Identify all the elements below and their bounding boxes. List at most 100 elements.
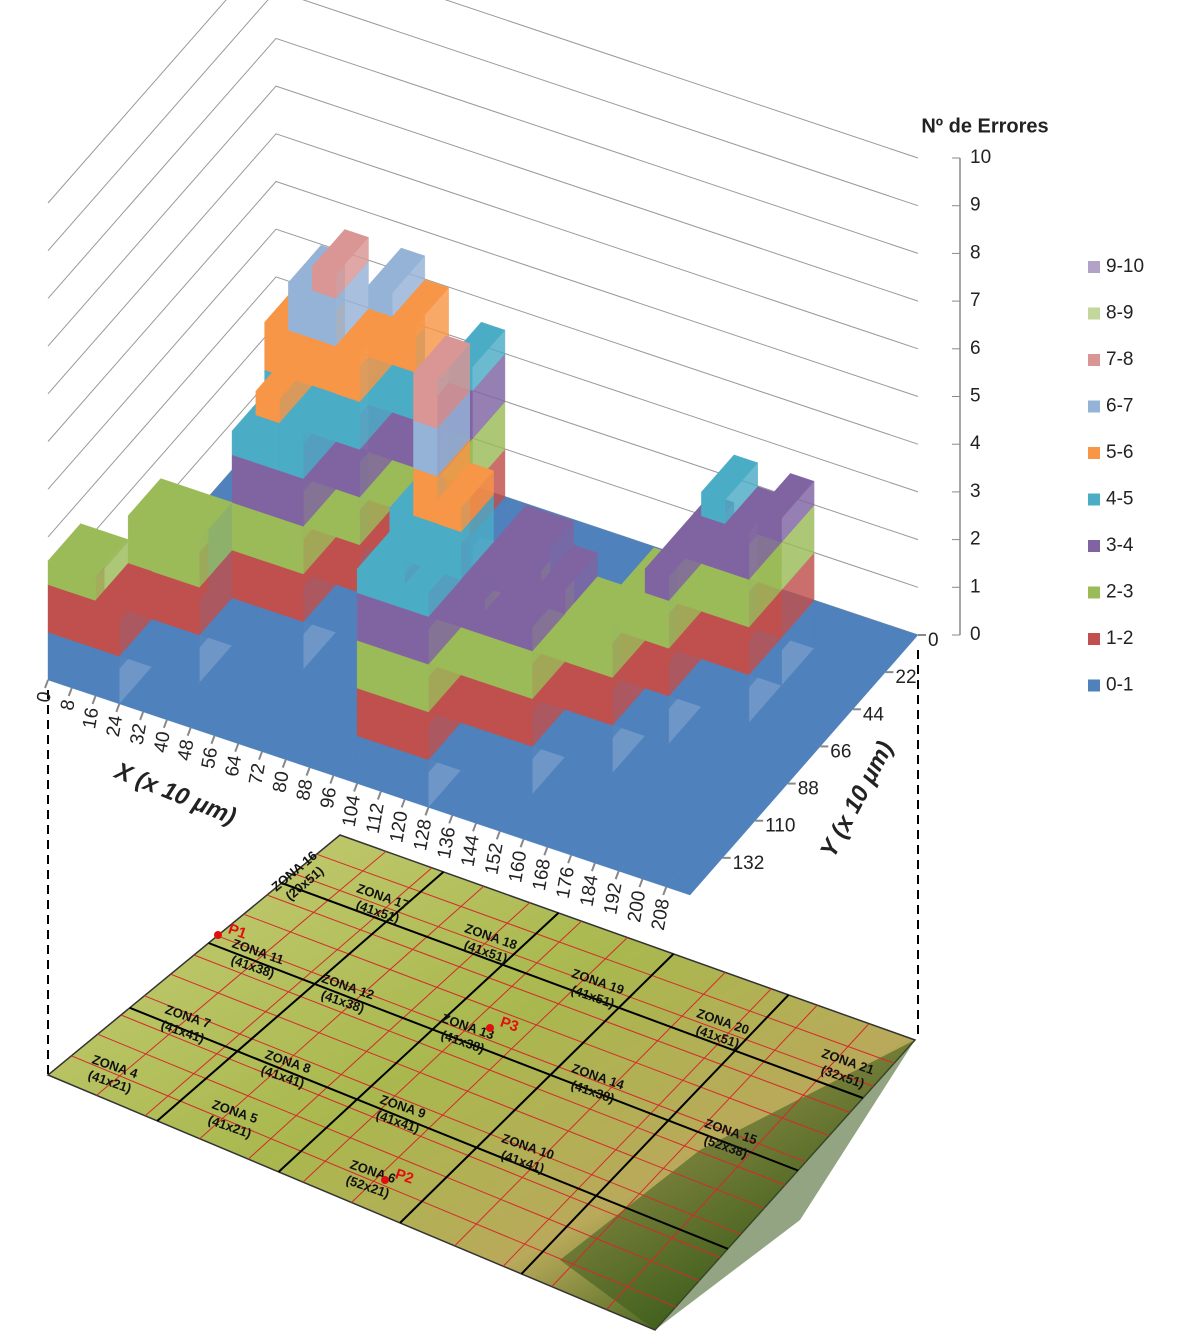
cell-face bbox=[509, 738, 533, 794]
legend-swatch bbox=[1088, 633, 1100, 645]
x-tick bbox=[164, 720, 167, 728]
x-tick bbox=[663, 887, 666, 895]
x-tick-label: 80 bbox=[269, 770, 293, 794]
y-tick-label: 132 bbox=[733, 853, 765, 874]
legend-label: 8-9 bbox=[1106, 303, 1133, 324]
y-tick-label: 22 bbox=[895, 667, 916, 688]
cell-face bbox=[725, 571, 749, 627]
x-tick-label: 64 bbox=[222, 753, 246, 778]
x-tick-label: 112 bbox=[363, 802, 389, 835]
x-tick bbox=[568, 855, 571, 863]
z-tick-label: 8 bbox=[970, 242, 981, 263]
surface-cell bbox=[280, 386, 336, 670]
x-tick-label: 40 bbox=[150, 730, 174, 754]
cell-face bbox=[645, 640, 669, 696]
cell-face bbox=[413, 373, 437, 429]
x-tick-label: 176 bbox=[553, 865, 579, 900]
z-tick-label: 2 bbox=[970, 529, 981, 550]
cell-face bbox=[152, 571, 176, 627]
x-tick-label: 0 bbox=[33, 690, 56, 704]
cell-face bbox=[48, 632, 72, 688]
cell-face bbox=[725, 619, 749, 675]
x-tick-label: 96 bbox=[317, 786, 341, 810]
z-tick-label: 7 bbox=[970, 290, 981, 311]
z-tick-label: 1 bbox=[970, 576, 981, 597]
cell-face bbox=[565, 662, 589, 718]
y-tick-label: 88 bbox=[798, 779, 819, 800]
legend-label: 7-8 bbox=[1106, 349, 1133, 370]
cell-face bbox=[485, 683, 509, 739]
x-tick-label: 88 bbox=[293, 778, 317, 802]
cell-face bbox=[176, 579, 200, 635]
cell-face bbox=[589, 670, 613, 726]
cell-face bbox=[280, 614, 304, 670]
x-tick bbox=[616, 871, 619, 879]
surface-cell bbox=[725, 487, 781, 723]
point-marker bbox=[486, 1024, 494, 1032]
cell-face bbox=[48, 585, 72, 641]
x-tick-label: 192 bbox=[600, 881, 626, 916]
x-axis-title: X (x 10 μm) bbox=[109, 757, 240, 831]
cell-face bbox=[405, 656, 429, 712]
z-tick-label: 3 bbox=[970, 481, 981, 502]
cell-face bbox=[392, 412, 416, 468]
x-tick bbox=[211, 736, 214, 744]
point-marker bbox=[214, 931, 222, 939]
cell-face bbox=[509, 643, 533, 699]
x-tick bbox=[69, 688, 72, 696]
legend-swatch bbox=[1088, 401, 1100, 413]
x-tick bbox=[235, 744, 238, 752]
cell-face bbox=[336, 346, 360, 402]
x-tick bbox=[497, 831, 500, 839]
cell-face bbox=[232, 550, 256, 606]
x-tick bbox=[592, 863, 595, 871]
cell-face bbox=[72, 640, 96, 696]
surface-cell bbox=[589, 585, 645, 773]
legend-swatch bbox=[1088, 447, 1100, 459]
cell-face bbox=[381, 696, 405, 752]
cell-face bbox=[357, 736, 381, 792]
legend-label: 0-1 bbox=[1106, 675, 1133, 696]
cell-face bbox=[256, 510, 280, 566]
x-tick-label: 184 bbox=[577, 873, 603, 908]
grid-line bbox=[48, 86, 918, 346]
x-tick-label: 24 bbox=[103, 714, 127, 739]
x-tick-label: 168 bbox=[529, 857, 555, 892]
legend-label: 3-4 bbox=[1106, 535, 1134, 556]
point-marker bbox=[381, 1176, 389, 1184]
x-tick bbox=[544, 847, 547, 855]
legend-swatch bbox=[1088, 261, 1100, 273]
cell-face bbox=[312, 338, 336, 394]
cell-face bbox=[413, 468, 437, 524]
cell-face bbox=[485, 731, 509, 787]
x-tick bbox=[93, 696, 96, 704]
cell-face bbox=[96, 648, 120, 704]
x-tick-label: 48 bbox=[174, 738, 198, 762]
x-tick bbox=[378, 791, 381, 799]
cell-face bbox=[336, 537, 360, 593]
cell-face bbox=[152, 524, 176, 580]
x-tick-label: 208 bbox=[648, 897, 674, 932]
cell-face bbox=[256, 463, 280, 519]
cell-face bbox=[96, 601, 120, 657]
chart: ZONA 16(20x51)ZONA 17(41x51)ZONA 18(41x5… bbox=[0, 0, 1180, 1335]
cell-face bbox=[357, 688, 381, 744]
sample-photo: ZONA 16(20x51)ZONA 17(41x51)ZONA 18(41x5… bbox=[48, 835, 915, 1330]
x-tick-label: 128 bbox=[410, 818, 436, 853]
x-tick bbox=[259, 752, 262, 760]
cell-face bbox=[645, 593, 669, 649]
cell-face bbox=[725, 667, 749, 723]
cell-face bbox=[357, 640, 381, 696]
x-tick bbox=[188, 728, 191, 736]
cell-face bbox=[565, 709, 589, 765]
legend-swatch bbox=[1088, 540, 1100, 552]
cell-face bbox=[405, 609, 429, 665]
cell-face bbox=[280, 566, 304, 622]
x-tick-label: 72 bbox=[246, 762, 270, 786]
surface-cell bbox=[176, 494, 232, 682]
cell-face bbox=[381, 648, 405, 704]
cell-face bbox=[565, 614, 589, 670]
cell-face bbox=[461, 579, 485, 635]
legend-label: 6-7 bbox=[1106, 396, 1133, 417]
cell-face bbox=[312, 290, 336, 346]
